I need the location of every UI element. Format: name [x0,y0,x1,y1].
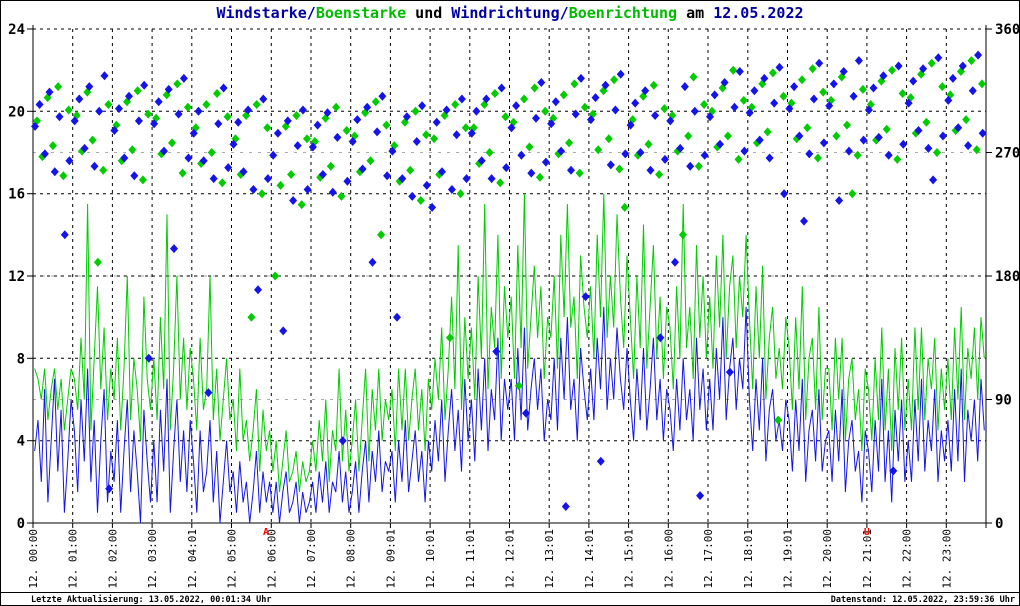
svg-text:0: 0 [17,516,25,532]
x-axis-labels: 12. 00:00 12. 01:00 12. 02:00 12. 03:00 12. … [27,529,953,589]
svg-text:360: 360 [995,22,1020,38]
title-segment-5: am [677,4,714,22]
svg-text:16: 16 [8,187,25,203]
svg-text:12. 06:00: 12. 06:00 [265,529,278,589]
svg-text:12. 07:00: 12. 07:00 [305,529,318,589]
svg-text:12. 02:00: 12. 02:00 [106,529,119,589]
boenstarke-line [34,193,985,493]
svg-text:12. 22:00: 12. 22:00 [901,529,914,589]
chart-title: Windstarke/Boenstarke und Windrichtung/B… [1,4,1019,22]
sunset-marker: U [864,527,870,538]
svg-text:12. 13:01: 12. 13:01 [543,529,556,589]
svg-text:12. 12:01: 12. 12:01 [504,529,517,589]
svg-text:12. 01:00: 12. 01:00 [67,529,80,589]
svg-text:12. 20:00: 12. 20:00 [821,529,834,589]
svg-text:12. 21:01: 12. 21:01 [861,529,874,589]
title-segment-6: 12.05.2022 [713,4,804,22]
svg-text:0: 0 [995,516,1003,532]
right-axis-labels: 0 90 180 270 360 [995,22,1020,532]
svg-text:8: 8 [17,351,25,367]
svg-text:12. 19:01: 12. 19:01 [782,529,795,589]
windstarke-line [34,306,985,524]
svg-text:12. 08:00: 12. 08:00 [345,529,358,589]
svg-text:12. 18:01: 12. 18:01 [742,529,755,589]
left-axis-labels: 0 4 8 12 16 20 24 [8,22,25,532]
svg-text:12. 16:00: 12. 16:00 [662,529,675,589]
svg-text:12. 05:00: 12. 05:00 [226,529,239,589]
data-timestamp-text: Datenstand: 12.05.2022, 23:59:36 Uhr [830,595,1015,605]
svg-text:12. 04:01: 12. 04:01 [186,529,199,589]
svg-text:12. 15:01: 12. 15:01 [623,529,636,589]
svg-text:180: 180 [995,269,1020,285]
svg-text:12. 09:01: 12. 09:01 [384,529,397,589]
svg-text:270: 270 [995,146,1020,162]
title-segment-2: und [406,4,452,22]
svg-text:24: 24 [8,22,25,38]
svg-text:12: 12 [8,269,25,285]
svg-text:20: 20 [8,104,25,120]
svg-text:12. 03:00: 12. 03:00 [146,529,159,589]
svg-text:12. 23:00: 12. 23:00 [940,529,953,589]
sunrise-marker: A [263,527,269,538]
title-segment-0: Windstarke/ [216,4,316,22]
last-update-text: Letzte Aktualisierung: 13.05.2022, 00:01… [31,595,272,605]
footer-bar: Letzte Aktualisierung: 13.05.2022, 00:01… [1,592,1019,605]
svg-text:12. 00:00: 12. 00:00 [27,529,40,589]
svg-text:90: 90 [995,393,1012,409]
svg-text:12. 14:01: 12. 14:01 [583,529,596,589]
svg-text:4: 4 [17,434,25,450]
title-segment-4: Boenrichtung [568,4,678,22]
svg-text:12. 17:00: 12. 17:00 [702,529,715,589]
axis-ticks [27,28,992,528]
title-segment-1: Boenstarke [315,4,407,22]
title-segment-3: Windrichtung/ [451,4,569,22]
svg-text:12. 11:01: 12. 11:01 [464,529,477,589]
svg-text:12. 10:01: 12. 10:01 [424,529,437,589]
windrichtung-points [31,50,987,511]
